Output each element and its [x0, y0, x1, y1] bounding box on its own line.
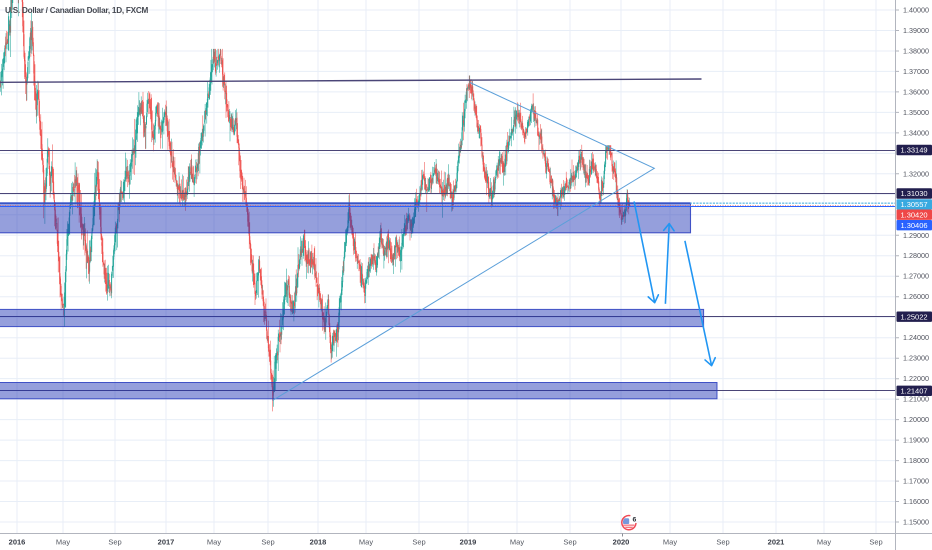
svg-text:1.21407: 1.21407: [900, 387, 927, 396]
svg-text:1.22000: 1.22000: [903, 374, 929, 383]
svg-text:1.26000: 1.26000: [903, 292, 929, 301]
svg-text:1.34000: 1.34000: [903, 128, 929, 137]
svg-text:May: May: [817, 537, 831, 546]
svg-text:Sep: Sep: [261, 537, 274, 546]
svg-text:2017: 2017: [158, 537, 175, 546]
svg-text:1.25022: 1.25022: [900, 312, 927, 321]
svg-text:1.23000: 1.23000: [903, 354, 929, 363]
svg-text:May: May: [207, 537, 221, 546]
svg-text:1.35000: 1.35000: [903, 108, 929, 117]
svg-text:2020: 2020: [613, 537, 630, 546]
svg-text:U.S. Dollar / Canadian Dollar,: U.S. Dollar / Canadian Dollar, 1D, FXCM: [5, 6, 149, 15]
svg-text:1.30420: 1.30420: [900, 210, 927, 219]
svg-text:1.18000: 1.18000: [903, 456, 929, 465]
svg-text:1.28000: 1.28000: [903, 251, 929, 260]
svg-text:1.37000: 1.37000: [903, 67, 929, 76]
svg-text:Sep: Sep: [563, 537, 576, 546]
svg-text:2018: 2018: [310, 537, 327, 546]
svg-text:6: 6: [633, 516, 637, 523]
svg-text:Sep: Sep: [412, 537, 425, 546]
svg-text:1.21000: 1.21000: [903, 395, 929, 404]
svg-text:May: May: [56, 537, 70, 546]
svg-text:1.27000: 1.27000: [903, 272, 929, 281]
svg-text:1.38000: 1.38000: [903, 47, 929, 56]
svg-text:Sep: Sep: [869, 537, 882, 546]
svg-text:1.30406: 1.30406: [900, 221, 927, 230]
svg-text:1.16000: 1.16000: [903, 497, 929, 506]
svg-text:1.24000: 1.24000: [903, 333, 929, 342]
svg-text:1.31030: 1.31030: [900, 189, 927, 198]
svg-text:1.15000: 1.15000: [903, 518, 929, 527]
svg-text:Sep: Sep: [108, 537, 121, 546]
svg-text:May: May: [359, 537, 373, 546]
svg-text:1.29000: 1.29000: [903, 231, 929, 240]
svg-text:1.19000: 1.19000: [903, 436, 929, 445]
svg-text:2019: 2019: [460, 537, 477, 546]
svg-text:1.33149: 1.33149: [900, 146, 927, 155]
svg-text:1.20000: 1.20000: [903, 415, 929, 424]
svg-text:May: May: [663, 537, 677, 546]
svg-text:2021: 2021: [768, 537, 785, 546]
svg-text:2016: 2016: [9, 537, 26, 546]
svg-text:1.39000: 1.39000: [903, 26, 929, 35]
svg-text:Sep: Sep: [716, 537, 729, 546]
svg-text:1.17000: 1.17000: [903, 477, 929, 486]
svg-text:1.32000: 1.32000: [903, 169, 929, 178]
svg-text:May: May: [510, 537, 524, 546]
svg-text:1.36000: 1.36000: [903, 87, 929, 96]
svg-text:1.30557: 1.30557: [900, 200, 927, 209]
svg-text:1.40000: 1.40000: [903, 6, 929, 15]
